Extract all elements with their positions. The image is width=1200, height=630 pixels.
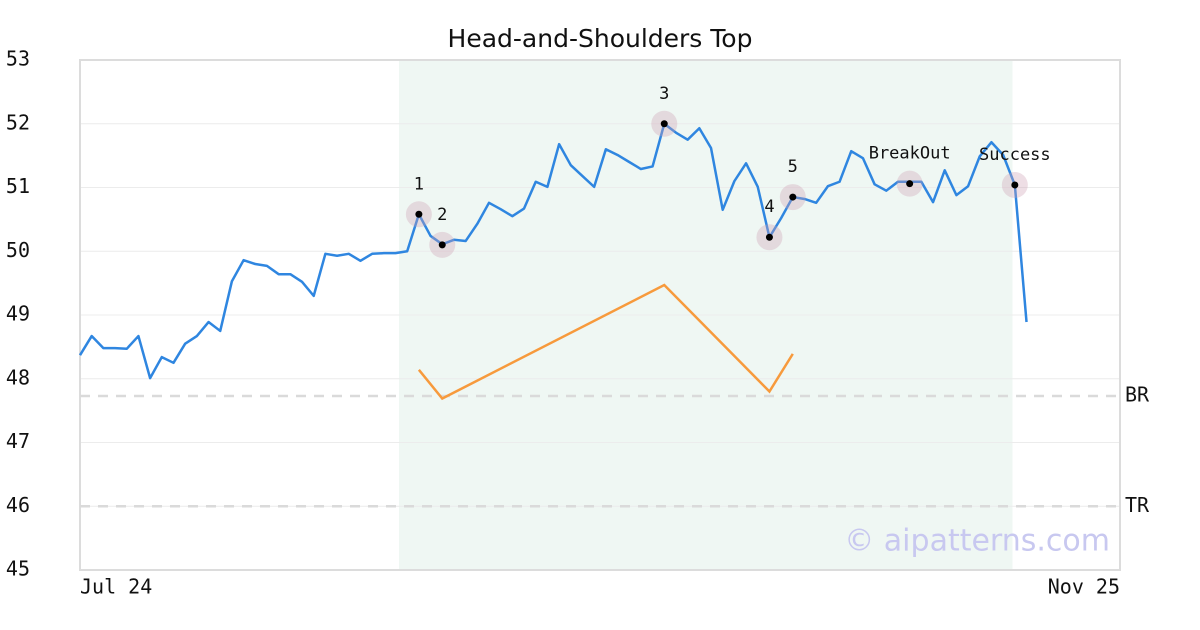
point-dot	[660, 120, 668, 128]
point-label: 4	[764, 197, 774, 217]
point-dot	[789, 193, 797, 201]
y-tick-label: 45	[6, 557, 30, 581]
price-line	[78, 122, 1028, 380]
indicator-line	[417, 283, 794, 401]
x-tick-label: Nov 25	[1048, 575, 1120, 599]
y-tick-label: 48	[6, 365, 30, 389]
point-label: 5	[788, 157, 798, 177]
point-dot	[438, 241, 446, 249]
point-label: 1	[414, 174, 424, 194]
level-label: BR	[1125, 382, 1150, 406]
point-label: BreakOut	[869, 144, 951, 164]
plot-frame	[79, 59, 1121, 571]
y-tick-label: 50	[6, 238, 30, 262]
level-label: TR	[1125, 493, 1150, 517]
y-tick-label: 51	[6, 174, 30, 198]
y-tick-label: 49	[6, 302, 30, 326]
watermark: © aipatterns.com	[844, 524, 1110, 559]
chart-title: Head-and-Shoulders Top	[448, 24, 753, 53]
point-label: Success	[979, 145, 1051, 165]
y-tick-label: 47	[6, 429, 30, 453]
y-tick-label: 52	[6, 110, 30, 134]
point-label: 3	[659, 84, 669, 104]
y-tick-label: 53	[6, 47, 30, 71]
x-tick-label: Jul 24	[80, 575, 152, 599]
point-dot	[906, 180, 914, 188]
point-dot	[415, 210, 423, 218]
point-label: 2	[437, 205, 447, 225]
y-tick-label: 46	[6, 493, 30, 517]
point-dot	[1011, 181, 1019, 189]
point-dot	[765, 233, 773, 241]
